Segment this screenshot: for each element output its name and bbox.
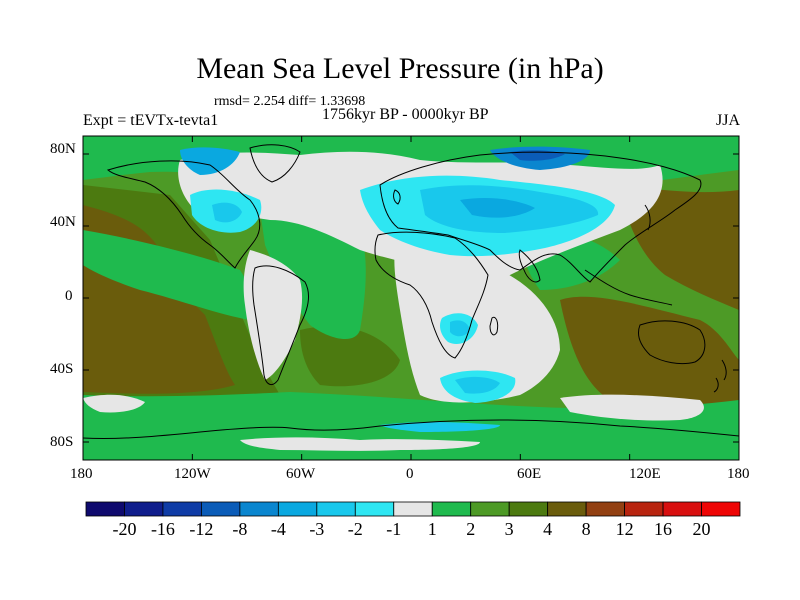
coast-indian-subcontinent	[518, 249, 541, 283]
colorbar-label-3: -8	[232, 519, 247, 539]
colorbar-swatch-15	[662, 501, 702, 517]
coast-madagascar	[489, 316, 499, 336]
field-neutral-antarctic-left	[83, 394, 145, 413]
colorbar-swatch-6	[316, 501, 356, 517]
coast-australia	[637, 320, 706, 365]
colorbar-swatch-1	[124, 501, 164, 517]
lon-label-120e: 120E	[629, 466, 661, 482]
stats-text: rmsd= 2.254 diff= 1.33698	[214, 94, 366, 109]
field-neutral-antarctic-coast	[240, 437, 480, 451]
coast-new-zealand	[713, 359, 727, 393]
coast-greenland	[249, 144, 301, 183]
colorbar-swatch-0	[85, 501, 125, 517]
colorbar-swatch-2	[162, 501, 202, 517]
lon-label-60w: 60W	[286, 466, 316, 482]
coast-british-isles	[393, 189, 401, 205]
field-neg-siberia-core	[510, 150, 565, 161]
lon-label-120w: 120W	[174, 466, 211, 482]
colorbar-label-13: 12	[616, 519, 634, 539]
colorbar-swatch-5	[277, 501, 318, 517]
colorbar-label-1: -16	[151, 519, 175, 539]
colorbar-label-4: -4	[271, 519, 286, 539]
coast-eurasia	[379, 151, 702, 283]
axis-ticks	[82, 136, 740, 460]
colorbar-label-11: 4	[543, 519, 552, 539]
lon-label-180w: 180	[70, 466, 93, 482]
field-neg-eurasia-deep	[460, 197, 535, 218]
lat-label-80s: 80S	[50, 434, 74, 450]
coast-south-america	[252, 265, 310, 386]
coast-africa	[374, 231, 489, 359]
lat-label-80n: 80N	[50, 141, 76, 157]
colorbar-swatch-7	[354, 501, 395, 517]
colorbar-swatch-3	[201, 501, 241, 517]
field-green-equator	[83, 230, 252, 320]
colorbar-label-2: -12	[189, 519, 213, 539]
field-neg-safrica-core	[450, 320, 470, 337]
colorbar-swatch-4	[239, 501, 279, 517]
field-neg-greenland	[180, 147, 240, 175]
coastlines	[83, 144, 739, 440]
colorbar-label-9: 2	[466, 519, 475, 539]
lon-label-180e: 180	[727, 466, 750, 482]
colorbar: -20 -16 -12 -8 -4 -3 -2 -1 1 2 3 4 8 12 16 20	[85, 501, 741, 539]
field-neg-southocean-core	[455, 376, 500, 394]
colorbar-swatch-16	[701, 501, 741, 517]
season-label: JJA	[716, 112, 741, 129]
lat-label-40s: 40S	[50, 361, 74, 377]
colorbar-label-7: -1	[386, 519, 401, 539]
lat-label-0: 0	[65, 288, 73, 304]
colorbar-swatch-10	[470, 501, 510, 517]
field-neg-antarctic-coast	[380, 421, 500, 432]
field-indian-brown	[560, 296, 739, 406]
colorbar-label-10: 3	[505, 519, 514, 539]
coast-antarctica	[83, 419, 739, 440]
coast-north-america	[106, 160, 261, 269]
colorbar-label-12: 8	[582, 519, 591, 539]
coast-southeast-asia	[584, 269, 673, 306]
colorbar-swatch-12	[547, 501, 587, 517]
anomaly-field	[83, 136, 739, 460]
colorbar-label-5: -3	[309, 519, 324, 539]
experiment-label: Expt = tEVTx-tevta1	[83, 112, 219, 129]
colorbar-label-6: -2	[348, 519, 363, 539]
coast-japan	[644, 204, 651, 231]
lat-label-40n: 40N	[50, 214, 76, 230]
lon-label-0: 0	[406, 466, 414, 482]
field-neg-namerica-core	[212, 202, 242, 223]
colorbar-swatch-13	[585, 501, 625, 517]
colorbar-label-15: 20	[693, 519, 711, 539]
field-neutral-antarctic-mid	[560, 394, 704, 421]
field-southatl-brown	[300, 326, 400, 387]
lon-label-60e: 60E	[517, 466, 542, 482]
colorbar-swatch-8	[393, 501, 433, 517]
period-text: 1756kyr BP - 0000kyr BP	[322, 106, 489, 123]
colorbar-swatch-9	[431, 501, 472, 517]
colorbar-label-8: 1	[428, 519, 437, 539]
colorbar-label-14: 16	[654, 519, 672, 539]
field-neutral-southamerica	[243, 250, 303, 380]
chart-title: Mean Sea Level Pressure (in hPa)	[196, 52, 604, 85]
colorbar-swatch-11	[508, 501, 549, 517]
colorbar-swatch-14	[624, 501, 664, 517]
colorbar-label-0: -20	[112, 519, 136, 539]
